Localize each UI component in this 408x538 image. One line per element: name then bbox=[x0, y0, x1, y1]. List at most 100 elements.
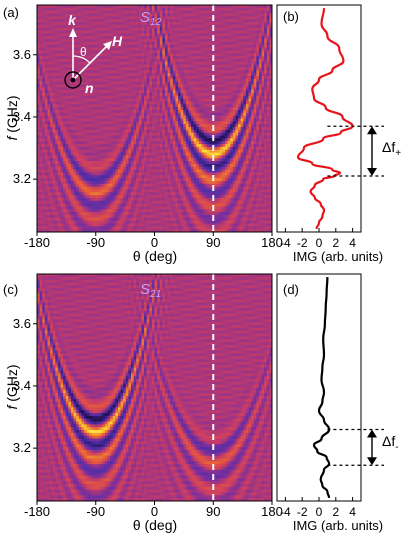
heat-cell bbox=[180, 98, 184, 103]
heat-cell bbox=[183, 107, 187, 111]
heat-cell bbox=[191, 158, 195, 162]
heat-cell bbox=[86, 118, 90, 122]
heat-cell bbox=[159, 44, 163, 49]
heat-cell bbox=[117, 22, 122, 26]
heat-cell bbox=[258, 67, 263, 71]
heat-cell bbox=[102, 19, 106, 23]
heat-cell bbox=[97, 64, 101, 69]
heat-cell bbox=[258, 53, 263, 57]
heat-cell bbox=[175, 81, 179, 86]
heat-cell bbox=[91, 81, 96, 86]
heat-cell bbox=[162, 22, 166, 26]
heat-cell bbox=[167, 92, 171, 97]
heat-cell bbox=[50, 115, 54, 120]
heat-cell bbox=[102, 24, 106, 29]
heat-cell bbox=[162, 107, 166, 111]
heat-cell bbox=[222, 107, 226, 111]
heat-cell bbox=[128, 158, 132, 162]
heat-cell bbox=[154, 58, 158, 63]
heat-cell bbox=[94, 101, 98, 105]
heat-cell bbox=[52, 138, 56, 142]
heat-cell bbox=[104, 107, 109, 111]
heat-cell bbox=[37, 144, 41, 148]
heat-cell bbox=[162, 104, 166, 108]
heat-cell bbox=[157, 39, 161, 43]
heat-cell bbox=[128, 7, 132, 12]
heat-cell bbox=[63, 118, 67, 122]
heat-cell bbox=[99, 67, 103, 71]
heat-cell bbox=[112, 64, 116, 69]
heat-cell bbox=[185, 16, 190, 20]
heat-cell bbox=[164, 13, 169, 17]
heat-cell bbox=[243, 87, 247, 91]
heat-cell bbox=[141, 144, 145, 148]
heat-cell bbox=[37, 24, 41, 29]
heat-cell bbox=[73, 41, 77, 46]
heat-cell bbox=[164, 50, 169, 54]
heat-cell bbox=[128, 138, 132, 142]
heat-cell bbox=[141, 152, 145, 156]
heat-cell bbox=[78, 107, 82, 111]
heat-cell bbox=[201, 129, 205, 134]
heat-cell bbox=[151, 44, 156, 49]
heat-cell bbox=[144, 75, 148, 80]
heat-cell bbox=[235, 24, 239, 29]
heat-cell bbox=[138, 81, 143, 86]
heat-cell bbox=[198, 7, 203, 12]
heat-cell bbox=[266, 33, 270, 37]
heat-cell bbox=[209, 84, 213, 88]
heat-cell bbox=[42, 50, 46, 54]
heat-cell bbox=[225, 107, 229, 111]
heat-cell bbox=[52, 141, 56, 145]
heat-cell bbox=[183, 141, 187, 145]
heat-cell bbox=[251, 135, 255, 139]
heat-cell bbox=[120, 7, 124, 12]
heat-cell bbox=[238, 149, 242, 154]
heat-cell bbox=[178, 87, 182, 91]
heat-cell bbox=[269, 135, 272, 139]
heat-cell bbox=[97, 16, 101, 20]
heat-cell bbox=[248, 98, 252, 103]
heat-cell bbox=[225, 30, 229, 34]
heat-cell bbox=[123, 104, 127, 108]
heat-cell bbox=[120, 84, 124, 88]
heat-cell bbox=[39, 95, 43, 100]
heat-cell bbox=[183, 149, 187, 154]
heat-cell bbox=[188, 132, 192, 137]
heat-cell bbox=[63, 73, 67, 77]
heat-cell bbox=[211, 73, 216, 77]
heat-cell bbox=[183, 121, 187, 125]
heat-cell bbox=[251, 33, 255, 37]
heat-cell bbox=[164, 33, 169, 37]
heat-cell bbox=[86, 144, 90, 148]
heat-cell bbox=[141, 121, 145, 125]
heat-cell bbox=[269, 64, 272, 69]
heat-cell bbox=[219, 61, 223, 66]
heat-cell bbox=[120, 87, 124, 91]
heat-cell bbox=[133, 95, 137, 100]
heat-cell bbox=[55, 129, 59, 134]
heat-cell bbox=[42, 149, 46, 154]
heat-cell bbox=[157, 19, 161, 23]
heat-cell bbox=[146, 129, 150, 134]
heat-cell bbox=[68, 101, 72, 105]
heat-cell bbox=[44, 146, 49, 151]
heat-cell bbox=[55, 64, 59, 69]
heat-cell bbox=[138, 58, 143, 63]
heat-cell bbox=[141, 13, 145, 17]
heat-cell bbox=[84, 56, 88, 60]
heat-cell bbox=[170, 56, 174, 60]
heat-cell bbox=[219, 118, 223, 122]
heat-cell bbox=[164, 56, 169, 60]
heat-cell bbox=[193, 146, 197, 151]
heat-cell bbox=[167, 112, 171, 117]
heat-cell bbox=[269, 132, 272, 137]
heat-cell bbox=[89, 36, 93, 40]
heat-cell bbox=[84, 19, 88, 23]
heat-cell bbox=[180, 95, 184, 100]
heat-cell bbox=[253, 92, 257, 97]
heat-cell bbox=[167, 5, 171, 9]
heat-cell bbox=[102, 13, 106, 17]
heat-cell bbox=[251, 58, 255, 63]
heat-cell bbox=[191, 27, 195, 32]
